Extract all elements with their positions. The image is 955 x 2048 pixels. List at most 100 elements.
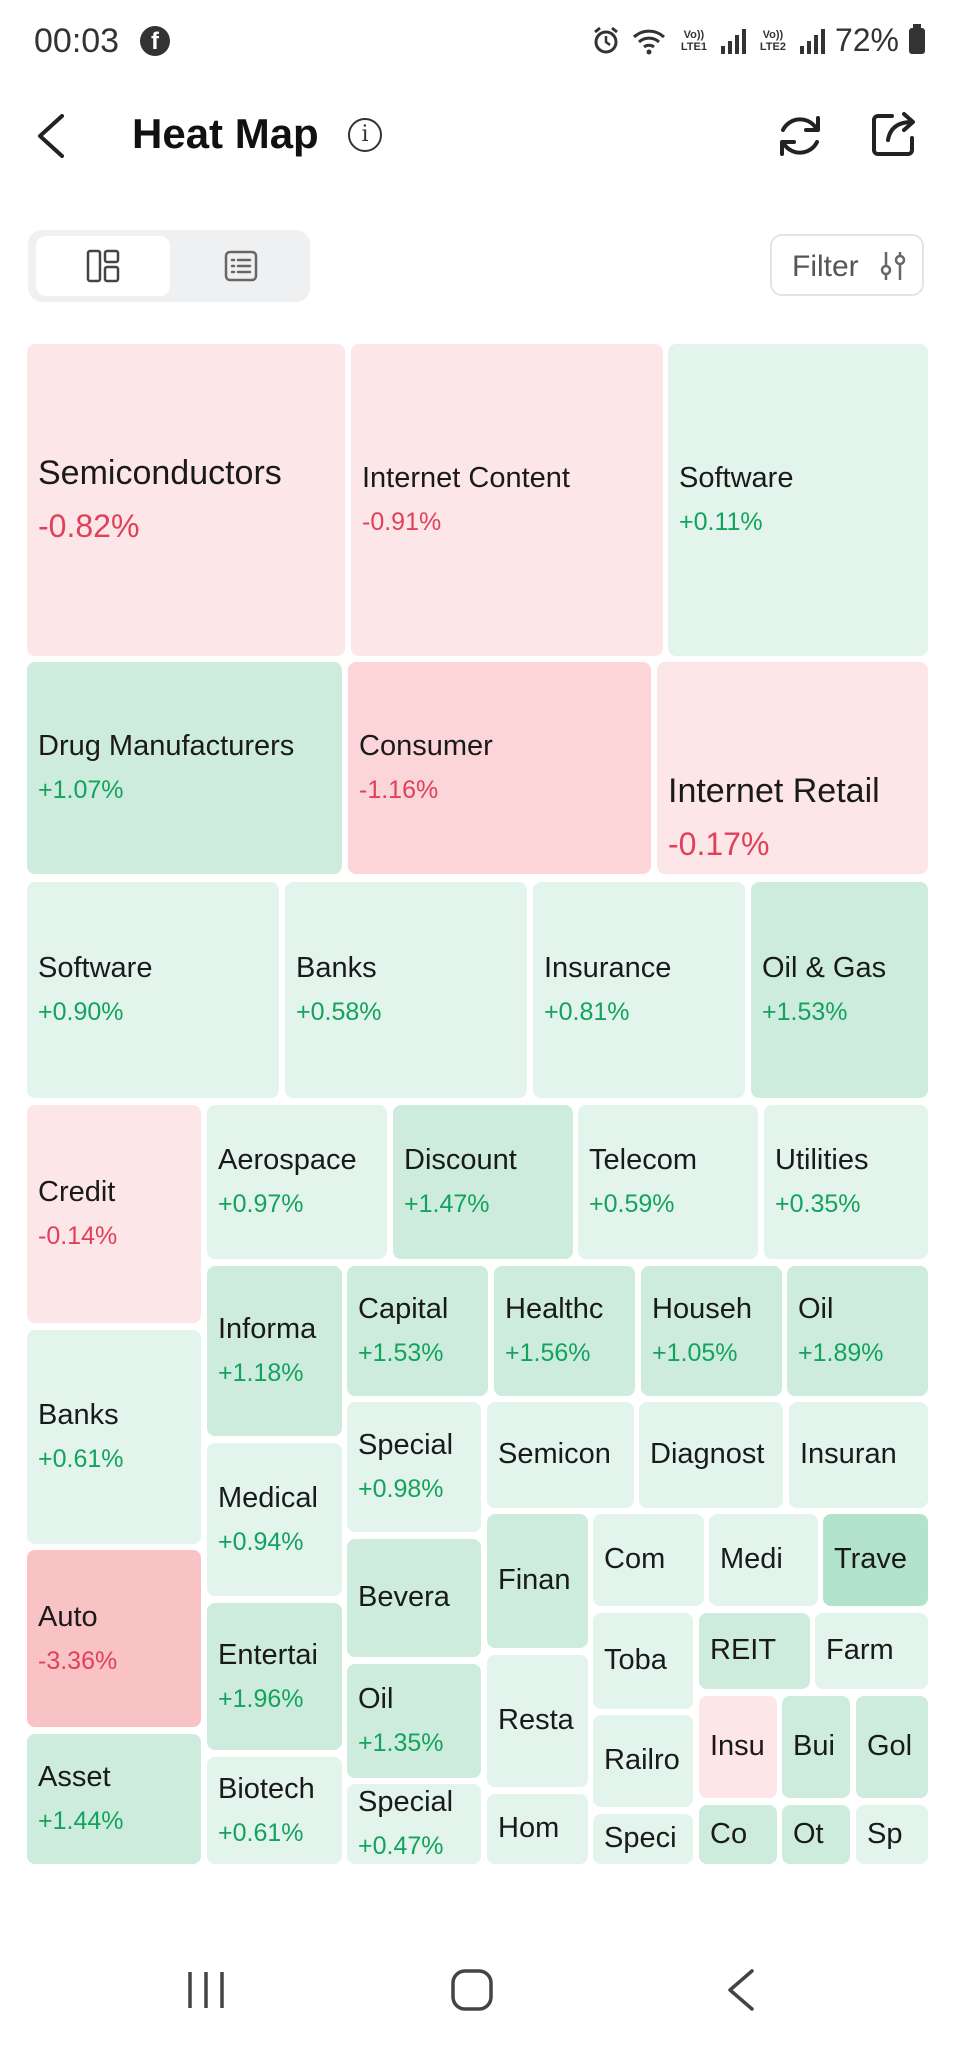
back-nav-icon[interactable] [726, 1968, 756, 2012]
tile-change: +0.94% [218, 1528, 304, 1556]
heatmap-tile-bui[interactable]: Bui [782, 1696, 850, 1798]
tile-change: +0.61% [218, 1819, 304, 1847]
heatmap-tile-trave[interactable]: Trave [823, 1514, 928, 1606]
heatmap-tile-hom[interactable]: Hom [487, 1794, 588, 1864]
heatmap-tile-semicon[interactable]: Semicon [487, 1402, 634, 1508]
facebook-icon: f [140, 26, 170, 56]
heatmap-tile-oil[interactable]: Oil +1.89% [787, 1266, 928, 1396]
tile-name: Resta [498, 1704, 574, 1736]
heatmap-tile-toba[interactable]: Toba [593, 1613, 693, 1709]
tile-name: Telecom [589, 1144, 697, 1176]
heatmap-tile-software[interactable]: Software +0.90% [27, 882, 279, 1098]
tile-name: Biotech [218, 1773, 315, 1805]
tile-name: Finan [498, 1564, 571, 1596]
tile-name: Special [358, 1786, 454, 1818]
heatmap-tile-utilities[interactable]: Utilities +0.35% [764, 1105, 928, 1259]
heatmap-tile-oil[interactable]: Oil +1.35% [347, 1664, 481, 1778]
tile-change: +0.58% [296, 998, 382, 1026]
heatmap-tile-aerospace[interactable]: Aerospace +0.97% [207, 1105, 387, 1259]
heatmap-tile-co[interactable]: Co [699, 1805, 777, 1864]
heatmap-tile-drug-manufacturers[interactable]: Drug Manufacturers +1.07% [27, 662, 342, 874]
heatmap-tile-asset[interactable]: Asset +1.44% [27, 1734, 201, 1864]
filter-label: Filter [792, 250, 859, 283]
heatmap-tile-gol[interactable]: Gol [856, 1696, 928, 1798]
tile-change: +1.07% [38, 776, 124, 804]
status-time: 00:03 [34, 22, 120, 60]
heatmap-tile-insuran[interactable]: Insuran [789, 1402, 928, 1508]
share-icon[interactable] [868, 108, 920, 160]
list-view-tab[interactable] [174, 236, 308, 296]
heatmap-tile-reit[interactable]: REIT [699, 1613, 810, 1689]
heatmap-tile-software[interactable]: Software +0.11% [668, 344, 928, 656]
tile-name: REIT [710, 1634, 777, 1666]
tile-change: +0.35% [775, 1190, 861, 1218]
heatmap-tile-consumer[interactable]: Consumer -1.16% [348, 662, 651, 874]
heatmap-tile-entertai[interactable]: Entertai +1.96% [207, 1603, 342, 1750]
heatmap-tile-special[interactable]: Special +0.98% [347, 1402, 481, 1532]
home-icon[interactable] [450, 1968, 494, 2012]
tile-name: Insurance [544, 952, 672, 984]
heatmap-tile-ot[interactable]: Ot [782, 1805, 850, 1864]
tile-name: Househ [652, 1293, 752, 1325]
heatmap-tile-farm[interactable]: Farm [815, 1613, 928, 1689]
heatmap-tile-special[interactable]: Special +0.47% [347, 1784, 481, 1864]
heatmap-tile-internet-retail[interactable]: Internet Retail -0.17% [657, 662, 928, 874]
filter-button[interactable]: Filter [770, 234, 924, 296]
heatmap-tile-credit[interactable]: Credit -0.14% [27, 1105, 201, 1323]
lte2-indicator: Vo)) LTE2 [759, 28, 786, 53]
heatmap-view-tab[interactable] [36, 236, 170, 296]
heatmap-tile-insurance[interactable]: Insurance +0.81% [533, 882, 745, 1098]
tile-name: Utilities [775, 1144, 869, 1176]
heatmap-tile-sp[interactable]: Sp [856, 1805, 928, 1864]
tile-name: Auto [38, 1601, 98, 1633]
heatmap-tile-railro[interactable]: Railro [593, 1715, 693, 1807]
heatmap-tile-informa[interactable]: Informa +1.18% [207, 1266, 342, 1436]
heatmap-tile-healthc[interactable]: Healthc +1.56% [494, 1266, 635, 1396]
heatmap-tile-resta[interactable]: Resta [487, 1655, 588, 1787]
heatmap-tile-oil-and-gas[interactable]: Oil & Gas +1.53% [751, 882, 928, 1098]
tile-name: Medi [720, 1543, 783, 1575]
view-toggle [28, 230, 310, 302]
heatmap-tile-finan[interactable]: Finan [487, 1514, 588, 1648]
tile-name: Ot [793, 1818, 824, 1850]
heatmap-tile-banks[interactable]: Banks +0.61% [27, 1330, 201, 1544]
signal1-icon [720, 28, 746, 54]
heatmap-tile-biotech[interactable]: Biotech +0.61% [207, 1757, 342, 1864]
heatmap-tile-insu[interactable]: Insu [699, 1696, 777, 1798]
tile-name: Software [38, 952, 153, 984]
wifi-icon [632, 29, 665, 54]
tile-change: +1.89% [798, 1339, 884, 1367]
heatmap-tile-discount[interactable]: Discount +1.47% [393, 1105, 573, 1259]
tile-change: +0.61% [38, 1445, 124, 1473]
heatmap-tile-banks[interactable]: Banks +0.58% [285, 882, 527, 1098]
back-arrow-icon[interactable] [30, 110, 78, 162]
tile-name: Entertai [218, 1639, 318, 1671]
recent-apps-icon[interactable] [184, 1970, 228, 2010]
battery-level: 72% [834, 22, 899, 58]
heatmap-tile-semiconductors[interactable]: Semiconductors -0.82% [27, 344, 345, 656]
tile-name: Semiconductors [38, 454, 282, 492]
tile-name: Internet Retail [668, 772, 880, 810]
tile-name: Semicon [498, 1438, 611, 1470]
refresh-icon[interactable] [774, 110, 826, 162]
tile-change: +0.90% [38, 998, 124, 1026]
heatmap-tile-capital[interactable]: Capital +1.53% [347, 1266, 488, 1396]
heatmap-tile-medi[interactable]: Medi [709, 1514, 818, 1606]
tile-change: +1.44% [38, 1807, 124, 1835]
info-icon[interactable]: i [348, 118, 382, 152]
heatmap-tile-telecom[interactable]: Telecom +0.59% [578, 1105, 758, 1259]
heatmap-tile-auto[interactable]: Auto -3.36% [27, 1550, 201, 1727]
heatmap-tile-internet-content[interactable]: Internet Content -0.91% [351, 344, 663, 656]
heatmap-tile-househ[interactable]: Househ +1.05% [641, 1266, 782, 1396]
tile-name: Healthc [505, 1293, 604, 1325]
heatmap-tile-bevera[interactable]: Bevera [347, 1539, 481, 1657]
heatmap-tile-speci[interactable]: Speci [593, 1814, 693, 1864]
heatmap-tile-medical[interactable]: Medical +0.94% [207, 1443, 342, 1596]
tile-name: Aerospace [218, 1144, 357, 1176]
heatmap-tile-diagnost[interactable]: Diagnost [639, 1402, 783, 1508]
heatmap-tile-com[interactable]: Com [593, 1514, 704, 1606]
tile-name: Com [604, 1543, 666, 1575]
tile-change: +0.47% [358, 1832, 444, 1860]
tile-name: Speci [604, 1822, 677, 1854]
tile-change: +1.96% [218, 1685, 304, 1713]
